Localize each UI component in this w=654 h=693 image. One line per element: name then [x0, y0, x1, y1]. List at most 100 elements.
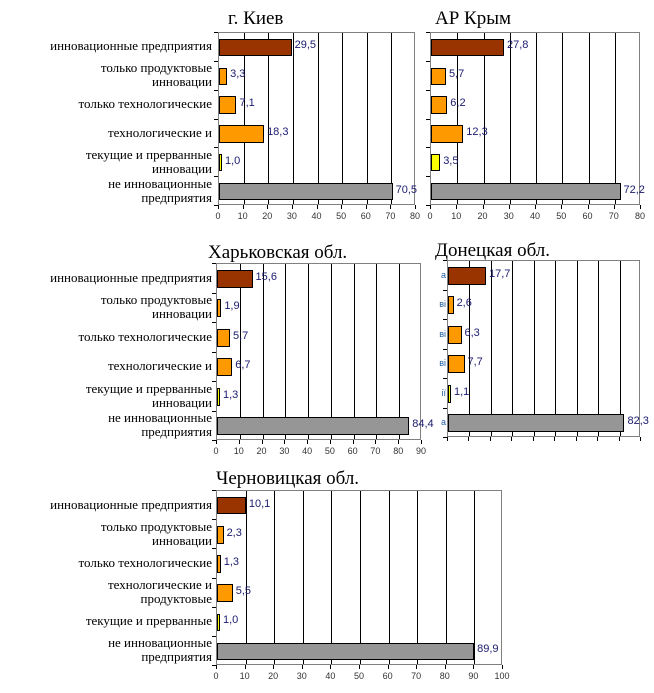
category-label: не инновационные предприятия [12, 175, 212, 205]
x-tick-mark [352, 440, 354, 444]
category-label-line: только технологические [78, 554, 212, 570]
y-tick-mark [443, 407, 447, 409]
x-tick-mark [618, 437, 620, 441]
y-tick-mark [426, 89, 430, 91]
x-tick-label: 30 [286, 211, 297, 221]
data-label: 12,3 [466, 125, 488, 138]
bar [217, 417, 410, 436]
x-tick-mark [502, 665, 503, 669]
x-tick-mark [284, 440, 286, 444]
category-label-line: не инновационные [108, 635, 212, 651]
x-tick-label: 20 [477, 211, 488, 221]
x-tick-mark [307, 440, 309, 444]
bar [219, 38, 292, 57]
gridline [317, 33, 319, 204]
bar [217, 555, 221, 573]
chart-title: Черновицкая обл. [216, 468, 360, 489]
x-tick-label: 0 [215, 211, 221, 221]
gridline [614, 33, 616, 204]
bar [217, 269, 253, 288]
category-label-line: только продуктовые [100, 518, 212, 534]
category-label-line: инновации [152, 160, 212, 176]
x-tick-label: 60 [382, 671, 393, 681]
gridline [474, 491, 476, 664]
y-tick-mark [443, 260, 447, 261]
x-tick-mark [575, 437, 577, 441]
x-tick-label: 50 [556, 211, 567, 221]
x-tick-label: 40 [311, 211, 322, 221]
x-tick-mark [535, 205, 536, 209]
x-tick-mark [398, 440, 400, 444]
bar [431, 96, 448, 114]
category-label-line: ві [439, 358, 446, 369]
data-label: 1,0 [223, 614, 239, 627]
data-label: 1,3 [223, 555, 239, 568]
gridline [245, 491, 247, 664]
category-label-line: продуктовые [140, 591, 213, 607]
bar [431, 182, 621, 201]
bar [448, 414, 625, 433]
gridline [598, 261, 600, 436]
category-label-line: ії [441, 387, 447, 398]
x-tick-mark [597, 437, 599, 441]
x-tick-label: 0 [427, 211, 433, 221]
y-tick-mark [426, 147, 430, 149]
data-label: 6,3 [464, 326, 480, 339]
bar [217, 358, 233, 377]
x-tick-mark [561, 205, 563, 209]
y-tick-mark [214, 32, 218, 33]
data-label: 84,4 [412, 418, 434, 431]
x-tick-mark [390, 205, 392, 209]
x-tick-mark [316, 205, 318, 209]
x-tick-mark [468, 437, 470, 441]
chart-title: г. Киев [228, 8, 284, 29]
category-label: только продуктовые инновации [12, 61, 212, 89]
bar [217, 526, 224, 544]
data-label: 5,7 [448, 68, 465, 81]
category-label: только технологические [12, 554, 212, 570]
bar [219, 182, 393, 201]
x-tick-label: 40 [302, 446, 313, 456]
bar [448, 355, 465, 374]
x-tick-mark [554, 437, 556, 441]
x-tick-mark [242, 205, 244, 209]
data-label: 5,5 [235, 585, 252, 598]
gridline [445, 491, 447, 664]
category-label-line: предприятия [141, 649, 212, 665]
x-tick-mark [329, 440, 331, 444]
gridline [576, 261, 578, 436]
data-label: 6,7 [235, 359, 251, 372]
bar [431, 67, 446, 85]
bar [219, 67, 228, 85]
category-label-line: инновации [152, 74, 212, 90]
x-tick-mark [330, 665, 332, 669]
data-label: 27,8 [506, 39, 529, 52]
y-tick-mark [426, 32, 430, 33]
x-tick-label: 40 [325, 671, 336, 681]
data-label: 1,1 [454, 385, 470, 398]
gridline [391, 33, 393, 204]
x-tick-label: 20 [268, 671, 279, 681]
x-tick-label: 90 [468, 671, 479, 681]
data-label: 2,6 [456, 297, 472, 310]
category-label-line: ві [439, 299, 446, 310]
x-tick-mark [415, 205, 416, 209]
category-label: а [437, 415, 446, 429]
category-label-line: не инновационные [108, 175, 212, 191]
x-tick-label: 60 [582, 211, 593, 221]
bar [448, 325, 462, 344]
gridline [308, 264, 310, 439]
bar [431, 38, 504, 57]
x-tick-mark [447, 437, 448, 441]
chart-title: Донецкая обл. [435, 240, 551, 261]
x-tick-mark [430, 205, 431, 209]
gridline [490, 261, 492, 436]
bar [219, 154, 222, 172]
bar [217, 387, 220, 406]
data-label: 1,0 [225, 154, 241, 167]
y-tick-mark [426, 176, 430, 178]
gridline [285, 264, 287, 439]
x-tick-label: 30 [279, 446, 290, 456]
gridline [533, 261, 535, 436]
category-label-line: инновационные предприятия [50, 269, 212, 285]
